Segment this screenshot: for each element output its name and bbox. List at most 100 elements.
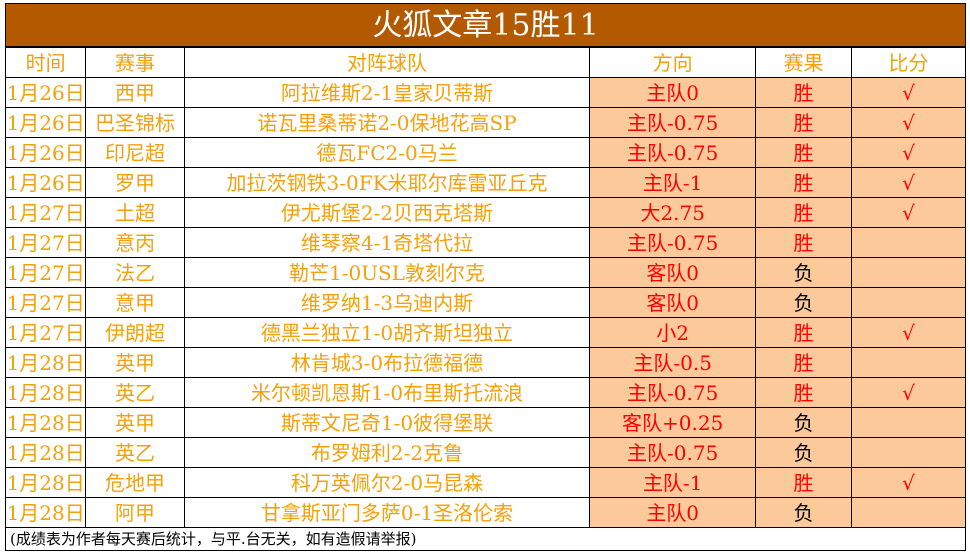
cell-date: 1月26日 — [4, 137, 87, 168]
cell-date: 1月28日 — [4, 377, 87, 408]
results-table: 时间 赛事 对阵球队 方向 赛果 比分 1月26日 西甲 阿拉维斯2-1皇家贝蒂斯 主队0 胜 √ 1… — [4, 47, 967, 528]
table-row: 1月28日 阿甲 甘拿斯亚门多萨0-1圣洛伦索 主队0 负 — [4, 497, 967, 528]
cell-league: 英乙 — [85, 377, 185, 408]
cell-match: 德黑兰独立1-0胡齐斯坦独立 — [183, 317, 591, 348]
cell-league: 法乙 — [85, 257, 185, 288]
cell-league: 伊朗超 — [85, 317, 185, 348]
cell-direction: 主队0 — [589, 497, 757, 528]
cell-result: 胜 — [755, 167, 852, 198]
cell-date: 1月27日 — [4, 227, 87, 258]
header-score: 比分 — [850, 47, 967, 78]
cell-match: 阿拉维斯2-1皇家贝蒂斯 — [183, 77, 591, 108]
cell-score — [850, 497, 967, 528]
cell-league: 阿甲 — [85, 497, 185, 528]
table-row: 1月27日 意丙 维琴察4-1奇塔代拉 主队-0.75 胜 — [4, 227, 967, 258]
cell-direction: 主队-0.75 — [589, 227, 757, 258]
table-row: 1月27日 意甲 维罗纳1-3乌迪内斯 客队0 负 — [4, 287, 967, 318]
cell-score: √ — [850, 77, 967, 108]
cell-match: 米尔顿凯恩斯1-0布里斯托流浪 — [183, 377, 591, 408]
cell-direction: 主队-0.75 — [589, 377, 757, 408]
header-result: 赛果 — [755, 47, 852, 78]
cell-score: √ — [850, 167, 967, 198]
cell-match: 维罗纳1-3乌迪内斯 — [183, 287, 591, 318]
table-row: 1月26日 印尼超 德瓦FC2-0马兰 主队-0.75 胜 √ — [4, 137, 967, 168]
cell-direction: 主队-1 — [589, 167, 757, 198]
cell-result: 胜 — [755, 77, 852, 108]
cell-direction: 小2 — [589, 317, 757, 348]
table-row: 1月26日 巴圣锦标 诺瓦里桑蒂诺2-0保地花高SP 主队-0.75 胜 √ — [4, 107, 967, 138]
table-row: 1月28日 英乙 米尔顿凯恩斯1-0布里斯托流浪 主队-0.75 胜 √ — [4, 377, 967, 408]
cell-result: 负 — [755, 407, 852, 438]
cell-date: 1月28日 — [4, 437, 87, 468]
cell-league: 英乙 — [85, 437, 185, 468]
table-row: 1月27日 土超 伊尤斯堡2-2贝西克塔斯 大2.75 胜 √ — [4, 197, 967, 228]
cell-result: 胜 — [755, 467, 852, 498]
cell-match: 斯蒂文尼奇1-0彼得堡联 — [183, 407, 591, 438]
cell-score — [850, 407, 967, 438]
cell-result: 胜 — [755, 377, 852, 408]
cell-result: 胜 — [755, 197, 852, 228]
cell-direction: 主队-0.75 — [589, 107, 757, 138]
cell-match: 德瓦FC2-0马兰 — [183, 137, 591, 168]
cell-score: √ — [850, 197, 967, 228]
cell-score — [850, 287, 967, 318]
header-date: 时间 — [4, 47, 87, 78]
cell-direction: 客队0 — [589, 257, 757, 288]
table-row: 1月26日 西甲 阿拉维斯2-1皇家贝蒂斯 主队0 胜 √ — [4, 77, 967, 108]
cell-match: 伊尤斯堡2-2贝西克塔斯 — [183, 197, 591, 228]
cell-match: 诺瓦里桑蒂诺2-0保地花高SP — [183, 107, 591, 138]
cell-direction: 主队-1 — [589, 467, 757, 498]
sheet-title: 火狐文章15胜11 — [5, 3, 966, 47]
header-direction: 方向 — [589, 47, 757, 78]
cell-league: 英甲 — [85, 347, 185, 378]
cell-date: 1月28日 — [4, 347, 87, 378]
cell-league: 英甲 — [85, 407, 185, 438]
cell-league: 罗甲 — [85, 167, 185, 198]
cell-score — [850, 257, 967, 288]
cell-date: 1月26日 — [4, 107, 87, 138]
table-row: 1月26日 罗甲 加拉茨钢铁3-0FK米耶尔库雷亚丘克 主队-1 胜 √ — [4, 167, 967, 198]
table-row: 1月28日 英甲 斯蒂文尼奇1-0彼得堡联 客队+0.25 负 — [4, 407, 967, 438]
cell-match: 加拉茨钢铁3-0FK米耶尔库雷亚丘克 — [183, 167, 591, 198]
cell-direction: 客队0 — [589, 287, 757, 318]
cell-date: 1月28日 — [4, 467, 87, 498]
cell-date: 1月26日 — [4, 167, 87, 198]
cell-league: 意丙 — [85, 227, 185, 258]
cell-score: √ — [850, 107, 967, 138]
header-league: 赛事 — [85, 47, 185, 78]
cell-match: 科万英佩尔2-0马昆森 — [183, 467, 591, 498]
footer-note: (成绩表为作者每天赛后统计，与平.台无关，如有造假请举报) — [5, 528, 966, 551]
cell-result: 负 — [755, 497, 852, 528]
table-row: 1月28日 危地甲 科万英佩尔2-0马昆森 主队-1 胜 √ — [4, 467, 967, 498]
cell-result: 胜 — [755, 347, 852, 378]
cell-score: √ — [850, 137, 967, 168]
cell-date: 1月26日 — [4, 77, 87, 108]
cell-result: 负 — [755, 437, 852, 468]
cell-direction: 主队0 — [589, 77, 757, 108]
cell-score — [850, 437, 967, 468]
table-row: 1月28日 英甲 林肯城3-0布拉德福德 主队-0.5 胜 — [4, 347, 967, 378]
cell-result: 负 — [755, 287, 852, 318]
cell-direction: 大2.75 — [589, 197, 757, 228]
cell-date: 1月27日 — [4, 257, 87, 288]
cell-direction: 主队-0.75 — [589, 137, 757, 168]
cell-result: 胜 — [755, 317, 852, 348]
cell-league: 意甲 — [85, 287, 185, 318]
cell-date: 1月27日 — [4, 287, 87, 318]
cell-match: 甘拿斯亚门多萨0-1圣洛伦索 — [183, 497, 591, 528]
cell-league: 巴圣锦标 — [85, 107, 185, 138]
cell-match: 林肯城3-0布拉德福德 — [183, 347, 591, 378]
table-row: 1月27日 法乙 勒芒1-0USL敦刻尔克 客队0 负 — [4, 257, 967, 288]
results-sheet: 火狐文章15胜11 时间 赛事 对阵球队 方向 赛果 比分 1月26日 西甲 阿拉维斯2-1皇… — [4, 3, 967, 551]
cell-score: √ — [850, 317, 967, 348]
cell-match: 布罗姆利2-2克鲁 — [183, 437, 591, 468]
cell-direction: 客队+0.25 — [589, 407, 757, 438]
cell-score: √ — [850, 467, 967, 498]
cell-date: 1月27日 — [4, 197, 87, 228]
cell-result: 负 — [755, 257, 852, 288]
cell-date: 1月27日 — [4, 317, 87, 348]
cell-league: 印尼超 — [85, 137, 185, 168]
cell-direction: 主队-0.5 — [589, 347, 757, 378]
cell-result: 胜 — [755, 137, 852, 168]
cell-date: 1月28日 — [4, 407, 87, 438]
